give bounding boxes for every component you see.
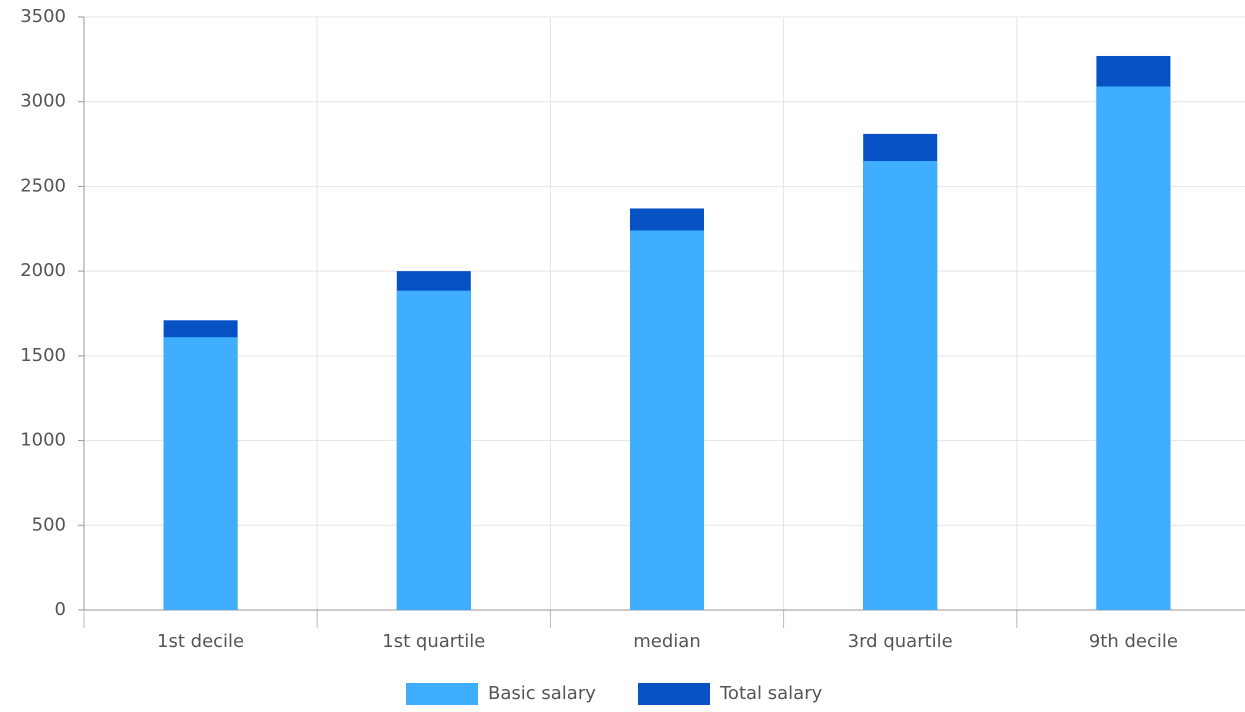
y-tick-label: 1500: [20, 345, 66, 366]
x-tick-label: 1st quartile: [382, 631, 485, 652]
y-tick-label: 2000: [20, 260, 66, 281]
legend-label: Total salary: [719, 683, 823, 704]
bar: [1096, 86, 1171, 611]
legend-swatch: [406, 683, 478, 705]
bar: [630, 230, 704, 611]
y-tick-label: 0: [55, 599, 66, 620]
bar: [396, 290, 471, 610]
x-tick-label: median: [633, 631, 700, 652]
bar: [163, 337, 238, 610]
legend-swatch: [638, 683, 710, 705]
y-tick-label: 1000: [20, 430, 66, 451]
bar: [863, 161, 938, 610]
y-tick-label: 2500: [20, 175, 66, 196]
y-tick-label: 3500: [20, 6, 66, 27]
x-tick-label: 3rd quartile: [848, 631, 953, 652]
x-tick-label: 9th decile: [1089, 631, 1178, 652]
x-tick-label: 1st decile: [157, 631, 244, 652]
y-tick-label: 3000: [20, 91, 66, 112]
legend-label: Basic salary: [488, 683, 596, 704]
y-tick-label: 500: [32, 514, 66, 535]
